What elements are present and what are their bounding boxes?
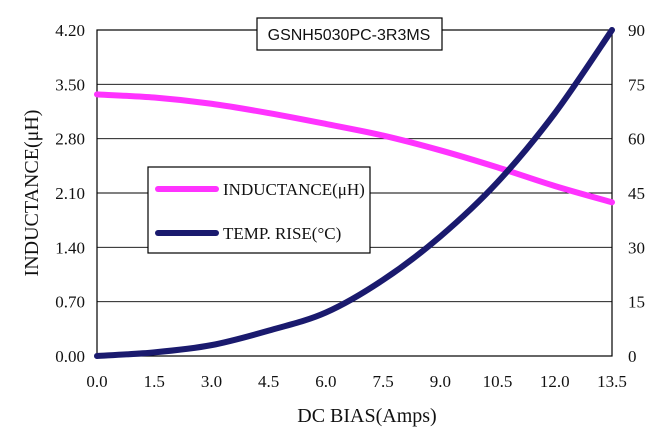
y2-tick-label: 90 xyxy=(628,21,645,40)
y-tick-label: 3.50 xyxy=(55,75,85,94)
x-tick-label: 13.5 xyxy=(597,372,627,391)
x-tick-labels: 0.0 1.5 3.0 4.5 6.0 7.5 9.0 10.5 12.0 13.5 xyxy=(86,372,627,391)
y2-tick-label: 0 xyxy=(628,347,637,366)
x-tick-label: 0.0 xyxy=(86,372,107,391)
series-line-inductance xyxy=(94,91,615,206)
legend-label-temp-rise: TEMP. RISE(°C) xyxy=(223,224,341,243)
y2-tick-label: 30 xyxy=(628,238,645,257)
x-tick-label: 4.5 xyxy=(258,372,279,391)
y-tick-label: 0.70 xyxy=(55,293,85,312)
y2-tick-labels: 0 15 30 45 60 75 90 xyxy=(628,21,645,366)
legend-frame xyxy=(147,166,371,254)
y2-tick-label: 45 xyxy=(628,184,645,203)
series-layer xyxy=(94,27,615,359)
y-tick-label: 1.40 xyxy=(55,238,85,257)
y-tick-label: 2.80 xyxy=(55,130,85,149)
y-tick-label: 2.10 xyxy=(55,184,85,203)
x-tick-label: 1.5 xyxy=(144,372,165,391)
legend: INDUCTANCE(μH) TEMP. RISE(°C) xyxy=(147,166,371,254)
x-tick-label: 6.0 xyxy=(315,372,336,391)
y2-tick-label: 15 xyxy=(628,293,645,312)
y-tick-label: 0.00 xyxy=(55,347,85,366)
x-tick-label: 7.5 xyxy=(372,372,393,391)
x-tick-label: 12.0 xyxy=(540,372,570,391)
y2-tick-label: 60 xyxy=(628,130,645,149)
chart-title: GSNH5030PC-3R3MS xyxy=(268,27,431,44)
y-tick-labels: 0.00 0.70 1.40 2.10 2.80 3.50 4.20 xyxy=(55,21,85,366)
chart-title-box: GSNH5030PC-3R3MS xyxy=(256,17,443,51)
x-tick-label: 9.0 xyxy=(430,372,451,391)
x-axis-title: DC BIAS(Amps) xyxy=(297,405,436,427)
x-tick-label: 10.5 xyxy=(483,372,513,391)
x-tick-label: 3.0 xyxy=(201,372,222,391)
y2-tick-label: 75 xyxy=(628,75,645,94)
series-line-temp-rise xyxy=(94,27,615,359)
y-axis-title: INDUCTANCE(μH) xyxy=(21,110,43,277)
y-tick-label: 4.20 xyxy=(55,21,85,40)
legend-label-inductance: INDUCTANCE(μH) xyxy=(223,180,365,199)
chart-title-frame xyxy=(256,17,443,51)
